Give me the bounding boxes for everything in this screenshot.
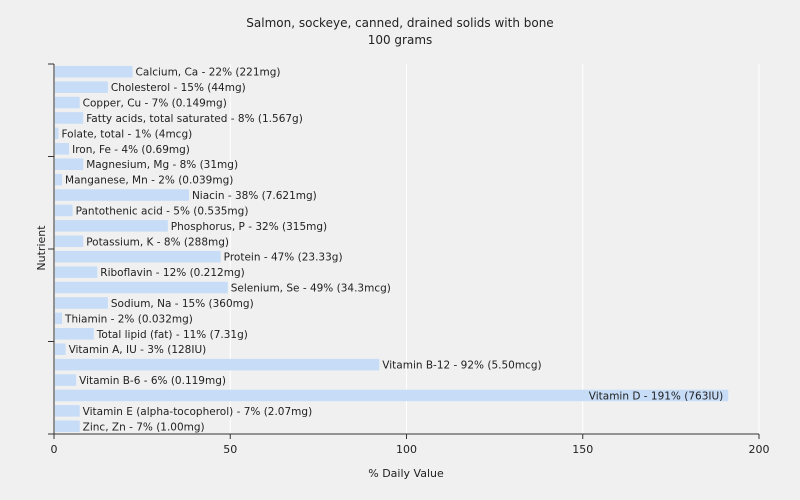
bar: [55, 143, 70, 155]
bar-label: Zinc, Zn - 7% (1.00mg): [83, 421, 205, 433]
bar: [55, 328, 94, 340]
bar-label: Vitamin D - 191% (763IU): [589, 390, 723, 402]
bar-label: Cholesterol - 15% (44mg): [111, 82, 246, 94]
bar-label: Total lipid (fat) - 11% (7.31g): [96, 329, 248, 341]
x-tick-label: 50: [223, 443, 237, 456]
bar-label: Iron, Fe - 4% (0.69mg): [72, 144, 190, 156]
bar: [55, 173, 63, 186]
bar: [55, 235, 84, 248]
bar-label: Thiamin - 2% (0.032mg): [64, 313, 193, 325]
x-axis-label: % Daily Value: [368, 467, 444, 480]
bar: [55, 158, 84, 170]
bar-label: Copper, Cu - 7% (0.149mg): [83, 98, 227, 110]
bar: [55, 374, 77, 386]
bar-label: Vitamin B-6 - 6% (0.119mg): [79, 375, 226, 387]
bar-label: Vitamin A, IU - 3% (128IU): [69, 344, 207, 356]
bar-label: Riboflavin - 12% (0.212mg): [100, 267, 244, 279]
x-tick-label: 0: [51, 443, 58, 456]
bar-label: Pantothenic acid - 5% (0.535mg): [76, 205, 249, 217]
x-tick-label: 150: [572, 443, 593, 456]
bar-label: Manganese, Mn - 2% (0.039mg): [65, 175, 233, 187]
bar-label: Potassium, K - 8% (288mg): [86, 236, 229, 248]
bar: [55, 343, 66, 355]
bar: [55, 358, 380, 371]
bar-label: Vitamin B-12 - 92% (5.50mcg): [382, 360, 541, 372]
bar-label: Folate, total - 1% (4mcg): [62, 128, 193, 140]
bar-label: Calcium, Ca - 22% (221mg): [136, 67, 281, 79]
bar: [55, 420, 80, 433]
bar-label: Protein - 47% (23.33g): [224, 252, 343, 264]
bar: [55, 65, 133, 78]
bar-label: Phosphorus, P - 32% (315mg): [171, 221, 327, 233]
bar: [55, 204, 73, 217]
bar: [55, 96, 80, 109]
bar: [55, 220, 168, 232]
x-tick-label: 200: [749, 443, 770, 456]
chart-title: Salmon, sockeye, canned, drained solids …: [246, 16, 553, 30]
y-axis-label: Nutrient: [35, 225, 48, 271]
bar-label: Sodium, Na - 15% (360mg): [111, 298, 254, 310]
bar: [55, 405, 80, 417]
bar-label: Vitamin E (alpha-tocopherol) - 7% (2.07m…: [83, 406, 312, 418]
bar: [55, 189, 189, 201]
bar: [55, 112, 84, 124]
bar: [55, 127, 59, 140]
bar: [55, 312, 63, 325]
bar: [55, 389, 729, 402]
bar: [55, 250, 221, 263]
chart-subtitle: 100 grams: [368, 33, 433, 47]
x-tick-label: 100: [396, 443, 417, 456]
bar-label: Magnesium, Mg - 8% (31mg): [86, 159, 238, 171]
bar-label: Fatty acids, total saturated - 8% (1.567…: [86, 113, 303, 125]
bar: [55, 81, 108, 93]
bar-label: Niacin - 38% (7.621mg): [192, 190, 317, 202]
axes-group: 0 50 100 150 200: [48, 63, 770, 456]
bars-group: Calcium, Ca - 22% (221mg) Cholesterol - 1…: [55, 65, 729, 433]
bar: [55, 297, 108, 309]
bar: [55, 281, 228, 294]
grid-lines: [229, 64, 760, 434]
bar: [55, 266, 98, 278]
bar-label: Selenium, Se - 49% (34.3mcg): [231, 283, 391, 295]
